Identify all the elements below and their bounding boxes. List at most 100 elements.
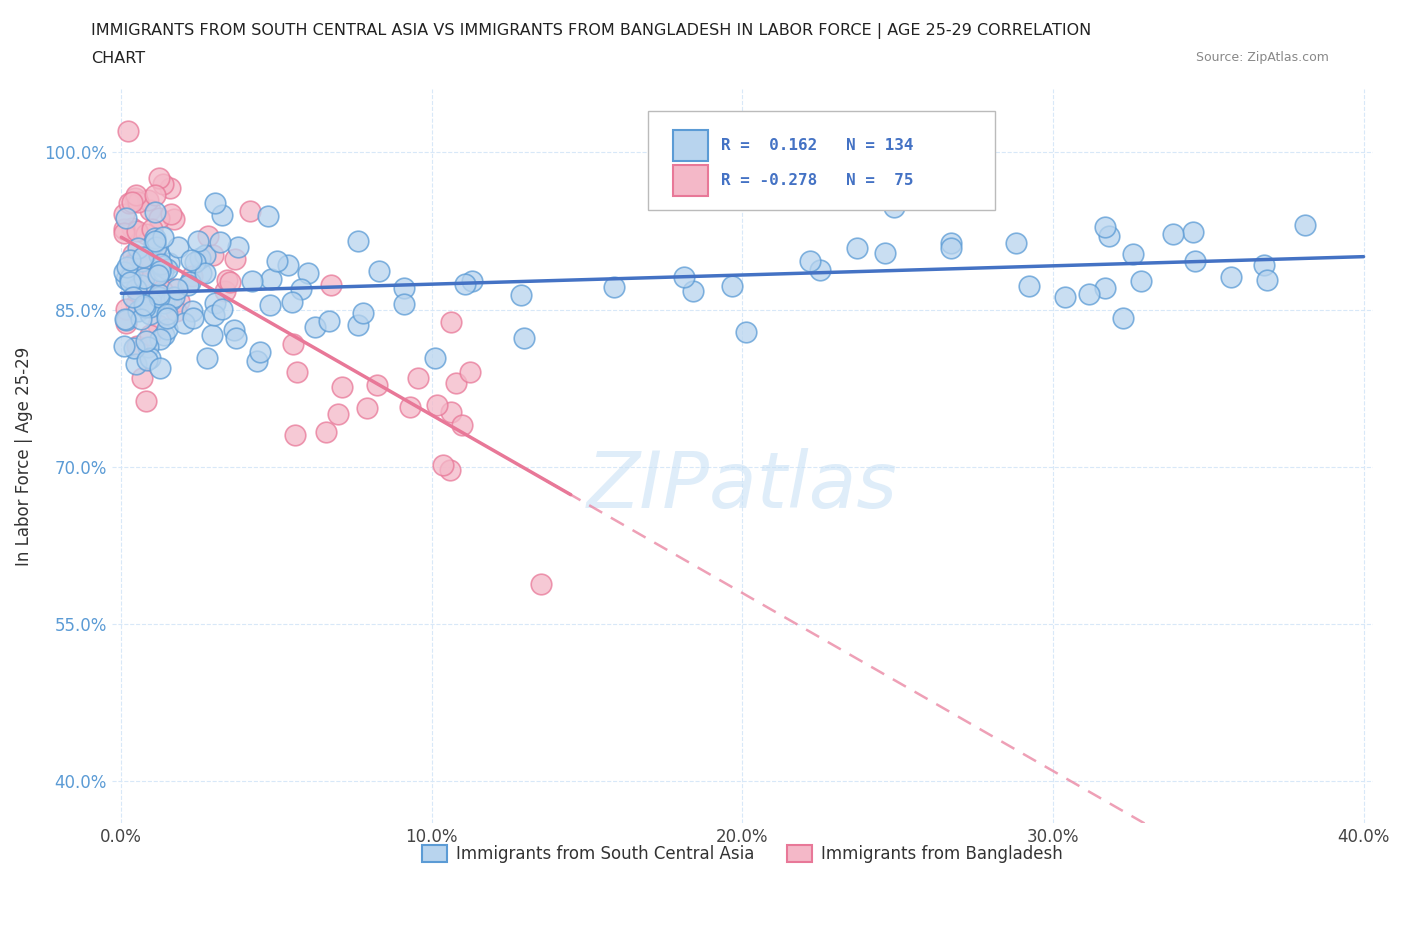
Text: Source: ZipAtlas.com: Source: ZipAtlas.com xyxy=(1195,51,1329,64)
Point xyxy=(1122,246,1144,261)
Point xyxy=(1053,289,1076,304)
Point xyxy=(426,397,449,412)
Point xyxy=(673,270,696,285)
Point xyxy=(145,240,167,255)
Point xyxy=(148,210,170,225)
Point xyxy=(510,287,533,302)
Point xyxy=(259,272,281,286)
Point xyxy=(180,269,202,284)
Point xyxy=(1161,226,1184,241)
Point xyxy=(112,225,135,240)
Point xyxy=(136,339,159,354)
Point xyxy=(209,234,232,249)
Point xyxy=(228,239,250,254)
Text: ZIPatlas: ZIPatlas xyxy=(586,447,898,524)
Point xyxy=(132,249,155,264)
Point xyxy=(846,241,869,256)
Point xyxy=(135,393,157,408)
Point xyxy=(328,407,350,422)
Point xyxy=(204,296,226,311)
Point xyxy=(146,290,169,305)
Point xyxy=(163,211,186,226)
Point xyxy=(125,223,148,238)
Point xyxy=(735,324,758,339)
Point xyxy=(440,405,463,419)
Point xyxy=(444,375,467,390)
Point xyxy=(187,233,209,248)
Point xyxy=(143,241,166,256)
Point xyxy=(156,262,179,277)
Point xyxy=(127,303,149,318)
Point xyxy=(124,356,146,371)
Point xyxy=(152,283,174,298)
Point xyxy=(122,246,145,261)
Point xyxy=(120,271,142,286)
Point xyxy=(352,305,374,320)
Point xyxy=(450,418,472,432)
Point xyxy=(259,298,281,312)
Point xyxy=(181,311,204,325)
Point xyxy=(392,280,415,295)
Point xyxy=(156,322,179,337)
Point xyxy=(319,277,342,292)
Point xyxy=(224,322,246,337)
Point xyxy=(215,272,238,287)
Point xyxy=(184,255,207,270)
Point xyxy=(149,360,172,375)
Point xyxy=(150,259,173,273)
Point xyxy=(112,222,135,237)
Point xyxy=(159,206,181,221)
Point xyxy=(167,240,190,255)
Point xyxy=(149,263,172,278)
Point xyxy=(127,194,149,209)
Point xyxy=(356,400,378,415)
Point xyxy=(156,311,179,325)
Point xyxy=(1005,235,1028,250)
Point xyxy=(138,193,160,207)
Point xyxy=(366,378,388,392)
Point xyxy=(939,235,962,250)
Point xyxy=(425,351,447,365)
Point xyxy=(214,284,236,299)
Point xyxy=(148,170,170,185)
Point xyxy=(165,303,187,318)
Point xyxy=(148,247,170,262)
Point xyxy=(285,364,308,379)
Point xyxy=(257,208,280,223)
Point xyxy=(249,344,271,359)
Point xyxy=(118,195,141,210)
Point xyxy=(121,194,143,209)
Point xyxy=(148,290,170,305)
Point xyxy=(808,262,831,277)
FancyBboxPatch shape xyxy=(673,165,709,196)
Point xyxy=(114,315,136,330)
Point xyxy=(281,295,304,310)
Point xyxy=(112,339,135,353)
Point xyxy=(135,226,157,241)
Point xyxy=(162,282,184,297)
Point xyxy=(125,187,148,202)
Point xyxy=(1182,224,1205,239)
Point xyxy=(139,246,162,260)
Point xyxy=(114,312,136,327)
Point xyxy=(266,253,288,268)
Point xyxy=(188,250,211,265)
Point xyxy=(139,294,162,309)
Point xyxy=(129,278,152,293)
Point xyxy=(148,286,170,301)
Point xyxy=(145,231,167,246)
Point xyxy=(134,256,156,271)
Point xyxy=(117,260,139,275)
Text: R =  0.162   N = 134: R = 0.162 N = 134 xyxy=(721,139,914,153)
Point xyxy=(127,255,149,270)
Point xyxy=(194,247,217,262)
Point xyxy=(143,233,166,248)
Point xyxy=(180,253,202,268)
Point xyxy=(458,365,481,379)
Point xyxy=(1129,274,1152,289)
Point xyxy=(454,276,477,291)
Point xyxy=(159,180,181,195)
Point xyxy=(152,263,174,278)
Point xyxy=(127,339,149,353)
Point xyxy=(136,352,159,367)
